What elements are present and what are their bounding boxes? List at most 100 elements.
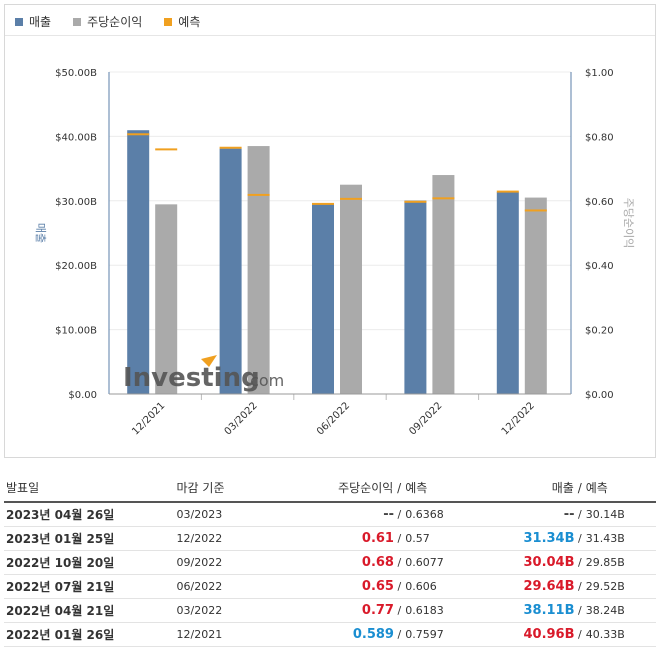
eps-separator: / <box>397 507 402 521</box>
revenue-bar <box>219 148 242 394</box>
table-header-row: 발표일 마감 기준 주당순이익 / 예측 매출 / 예측 <box>4 474 656 503</box>
eps-forecast: 0.6077 <box>403 550 484 575</box>
eps-actual: 0.65 <box>361 578 394 594</box>
x-tick-label: 09/2022 <box>407 400 444 437</box>
revenue-forecast-marker <box>404 200 427 203</box>
eps-separator: / <box>397 555 402 569</box>
eps-bar <box>247 146 270 394</box>
y-right-tick-label: $0.60 <box>585 197 614 208</box>
revenue-separator: / <box>578 603 582 617</box>
eps-forecast: 0.6368 <box>403 502 484 527</box>
period-end: 12/2022 <box>174 526 285 551</box>
col-header-revenue-forecast[interactable]: 예측 <box>583 474 656 503</box>
investing-logo: Investing <box>123 363 260 393</box>
eps-actual-cell: 0.65 / <box>284 574 404 599</box>
legend-swatch-forecast <box>164 17 173 26</box>
logo-accent-icon <box>201 355 217 367</box>
eps-bar <box>340 184 362 394</box>
eps-forecast: 0.6183 <box>403 598 484 623</box>
eps-forecast-marker <box>155 148 178 151</box>
revenue-actual: 40.96B <box>523 626 575 642</box>
y-left-tick-label: $20.00B <box>55 261 97 272</box>
table-row: 2022년 01월 26일 12/2021 0.589 /0.7597 40.96B … <box>4 622 656 647</box>
col-header-release-date[interactable]: 발표일 <box>4 474 175 503</box>
revenue-forecast-marker <box>312 202 334 205</box>
table-row: 2022년 10월 20일 09/2022 0.68 /0.6077 30.04B /… <box>4 550 656 575</box>
eps-actual: 0.61 <box>361 530 394 546</box>
earnings-table-area: 발표일 마감 기준 주당순이익 / 예측 매출 / 예측 2023년 04월 2… <box>4 474 656 647</box>
y-right-tick-label: $0.00 <box>585 390 614 401</box>
revenue-bar <box>496 192 519 394</box>
eps-forecast: 0.57 <box>403 526 484 551</box>
revenue-forecast: 29.85B <box>583 550 656 575</box>
revenue-actual-cell: 31.34B / <box>483 526 584 551</box>
revenue-actual-cell: 30.04B / <box>483 550 584 575</box>
eps-forecast-marker <box>340 197 362 200</box>
legend-label-revenue: 매출 <box>29 15 52 29</box>
release-date: 2023년 04월 26일 <box>4 502 175 527</box>
legend-item-eps[interactable]: 주당순이익 <box>73 13 142 30</box>
legend-swatch-revenue <box>15 17 23 26</box>
eps-bar <box>432 175 455 394</box>
legend-label-eps: 주당순이익 <box>87 15 143 29</box>
revenue-forecast: 40.33B <box>583 622 656 647</box>
revenue-forecast: 31.43B <box>583 526 656 551</box>
legend-item-revenue[interactable]: 매출 <box>15 13 51 30</box>
eps-forecast: 0.606 <box>403 574 484 599</box>
period-end: 03/2022 <box>174 598 285 623</box>
release-date: 2023년 01월 25일 <box>4 526 175 551</box>
col-header-period-end[interactable]: 마감 기준 <box>174 474 285 503</box>
table-row: 2023년 01월 25일 12/2022 0.61 /0.57 31.34B /31… <box>4 526 656 551</box>
y-left-tick-label: $10.00B <box>55 326 97 337</box>
investing-logo-suffix: .com <box>245 371 284 390</box>
legend-label-forecast: 예측 <box>178 15 201 29</box>
revenue-actual: 31.34B <box>523 530 575 546</box>
chart-legend: 매출 주당순이익 예측 <box>15 13 222 30</box>
revenue-actual: -- <box>563 506 575 522</box>
col-header-revenue[interactable]: 매출 / <box>483 474 584 503</box>
eps-forecast-marker <box>524 209 547 212</box>
eps-forecast-marker <box>432 197 455 200</box>
release-date: 2022년 07월 21일 <box>4 574 175 599</box>
y-right-tick-label: $1.00 <box>585 68 614 79</box>
release-date: 2022년 01월 26일 <box>4 622 175 647</box>
x-tick-label: 03/2022 <box>223 400 260 437</box>
chart-panel: 매출 주당순이익 예측 $0.00 $0.00 $10.00B $0.20 $20.00… <box>4 4 656 458</box>
x-tick-label: 12/2022 <box>500 400 537 437</box>
y-left-tick-label: $50.00B <box>55 68 97 79</box>
release-date: 2022년 04월 21일 <box>4 598 175 623</box>
eps-actual-cell: -- / <box>284 502 404 527</box>
col-header-eps[interactable]: 주당순이익 / <box>284 474 404 503</box>
revenue-bar <box>404 200 427 394</box>
revenue-actual-cell: 38.11B / <box>483 598 584 623</box>
earnings-table: 발표일 마감 기준 주당순이익 / 예측 매출 / 예측 2023년 04월 2… <box>4 474 656 647</box>
eps-actual: -- <box>383 506 394 522</box>
eps-actual-cell: 0.61 / <box>284 526 404 551</box>
period-end: 06/2022 <box>174 574 285 599</box>
y-left-tick-label: $30.00B <box>55 197 97 208</box>
eps-actual: 0.589 <box>352 626 394 642</box>
revenue-forecast-marker <box>496 190 519 193</box>
eps-actual-cell: 0.68 / <box>284 550 404 575</box>
eps-bar <box>155 204 178 394</box>
eps-forecast-marker <box>247 193 270 196</box>
legend-divider <box>5 35 655 36</box>
y-left-tick-label: $40.00B <box>55 132 97 143</box>
revenue-bar <box>312 203 334 394</box>
eps-separator: / <box>397 579 402 593</box>
revenue-forecast: 38.24B <box>583 598 656 623</box>
eps-bar <box>524 197 547 394</box>
earnings-chart: $0.00 $0.00 $10.00B $0.20 $20.00B $0.40 $30.00… <box>34 68 635 437</box>
eps-actual-cell: 0.589 / <box>284 622 404 647</box>
x-tick-label: 12/2021 <box>130 400 167 437</box>
legend-item-forecast[interactable]: 예측 <box>164 13 200 30</box>
revenue-actual-cell: 40.96B / <box>483 622 584 647</box>
period-end: 12/2021 <box>174 622 285 647</box>
col-header-eps-forecast[interactable]: 예측 <box>403 474 484 503</box>
revenue-actual: 29.64B <box>523 578 575 594</box>
legend-swatch-eps <box>73 17 82 26</box>
table-row: 2023년 04월 26일 03/2023 -- /0.6368 -- /30.14B <box>4 502 656 527</box>
revenue-separator: / <box>578 555 582 569</box>
revenue-actual: 38.11B <box>523 602 575 618</box>
revenue-separator: / <box>578 579 582 593</box>
